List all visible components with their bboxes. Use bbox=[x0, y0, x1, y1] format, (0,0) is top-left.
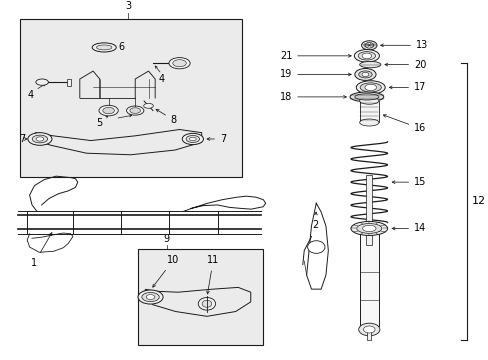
Text: 1: 1 bbox=[31, 233, 52, 268]
Text: 6: 6 bbox=[96, 42, 124, 53]
Ellipse shape bbox=[96, 45, 112, 50]
Ellipse shape bbox=[102, 107, 114, 114]
Text: 2: 2 bbox=[311, 212, 318, 230]
Text: 9: 9 bbox=[163, 234, 170, 243]
Bar bbox=[366, 175, 371, 245]
Ellipse shape bbox=[189, 137, 196, 141]
Ellipse shape bbox=[364, 84, 376, 91]
Ellipse shape bbox=[359, 119, 378, 126]
Text: 17: 17 bbox=[388, 82, 426, 93]
Ellipse shape bbox=[349, 92, 383, 102]
Ellipse shape bbox=[126, 106, 143, 115]
Text: 4: 4 bbox=[28, 90, 34, 100]
Bar bbox=[359, 231, 378, 326]
Text: 18: 18 bbox=[279, 92, 346, 102]
Ellipse shape bbox=[28, 133, 52, 145]
Ellipse shape bbox=[142, 292, 159, 302]
Ellipse shape bbox=[186, 135, 199, 143]
Text: 5: 5 bbox=[97, 118, 102, 128]
Ellipse shape bbox=[358, 51, 375, 60]
Ellipse shape bbox=[307, 241, 325, 253]
Ellipse shape bbox=[146, 294, 155, 300]
Ellipse shape bbox=[359, 97, 378, 104]
Text: 3: 3 bbox=[125, 1, 131, 11]
Ellipse shape bbox=[361, 53, 371, 59]
Ellipse shape bbox=[359, 62, 380, 68]
Text: 21: 21 bbox=[279, 51, 350, 61]
Ellipse shape bbox=[363, 326, 374, 333]
Bar bbox=[67, 78, 71, 86]
Ellipse shape bbox=[359, 83, 381, 92]
Text: 20: 20 bbox=[384, 60, 426, 69]
Text: 10: 10 bbox=[152, 255, 179, 287]
Bar bbox=[359, 101, 378, 122]
Ellipse shape bbox=[198, 297, 215, 310]
Text: 7: 7 bbox=[20, 134, 27, 144]
Text: 13: 13 bbox=[380, 40, 427, 50]
Text: 19: 19 bbox=[279, 69, 350, 80]
Text: 14: 14 bbox=[391, 224, 426, 233]
Ellipse shape bbox=[356, 81, 385, 94]
Ellipse shape bbox=[361, 41, 376, 50]
Bar bbox=[20, 19, 241, 177]
Ellipse shape bbox=[356, 224, 381, 233]
Ellipse shape bbox=[32, 135, 47, 143]
Text: 7: 7 bbox=[206, 134, 226, 144]
Ellipse shape bbox=[354, 50, 379, 62]
Text: 4: 4 bbox=[159, 74, 164, 84]
Ellipse shape bbox=[143, 103, 153, 108]
Ellipse shape bbox=[138, 290, 163, 304]
Ellipse shape bbox=[354, 94, 378, 100]
Ellipse shape bbox=[36, 137, 44, 141]
Ellipse shape bbox=[364, 42, 373, 48]
Bar bbox=[138, 249, 263, 345]
Ellipse shape bbox=[354, 68, 375, 80]
Ellipse shape bbox=[350, 221, 387, 235]
Ellipse shape bbox=[182, 133, 203, 145]
Text: 11: 11 bbox=[206, 255, 219, 294]
Ellipse shape bbox=[130, 108, 140, 113]
Ellipse shape bbox=[362, 225, 375, 231]
Ellipse shape bbox=[358, 323, 379, 336]
Ellipse shape bbox=[358, 71, 371, 78]
Ellipse shape bbox=[361, 72, 368, 77]
Bar bbox=[366, 330, 370, 340]
Text: 12: 12 bbox=[471, 197, 485, 206]
Text: 16: 16 bbox=[383, 114, 426, 134]
Text: 8: 8 bbox=[156, 109, 177, 125]
Ellipse shape bbox=[99, 105, 118, 116]
Text: 15: 15 bbox=[391, 177, 426, 187]
Ellipse shape bbox=[36, 79, 48, 85]
Ellipse shape bbox=[202, 300, 211, 307]
Ellipse shape bbox=[92, 43, 116, 52]
Ellipse shape bbox=[168, 58, 190, 69]
Ellipse shape bbox=[172, 60, 186, 67]
